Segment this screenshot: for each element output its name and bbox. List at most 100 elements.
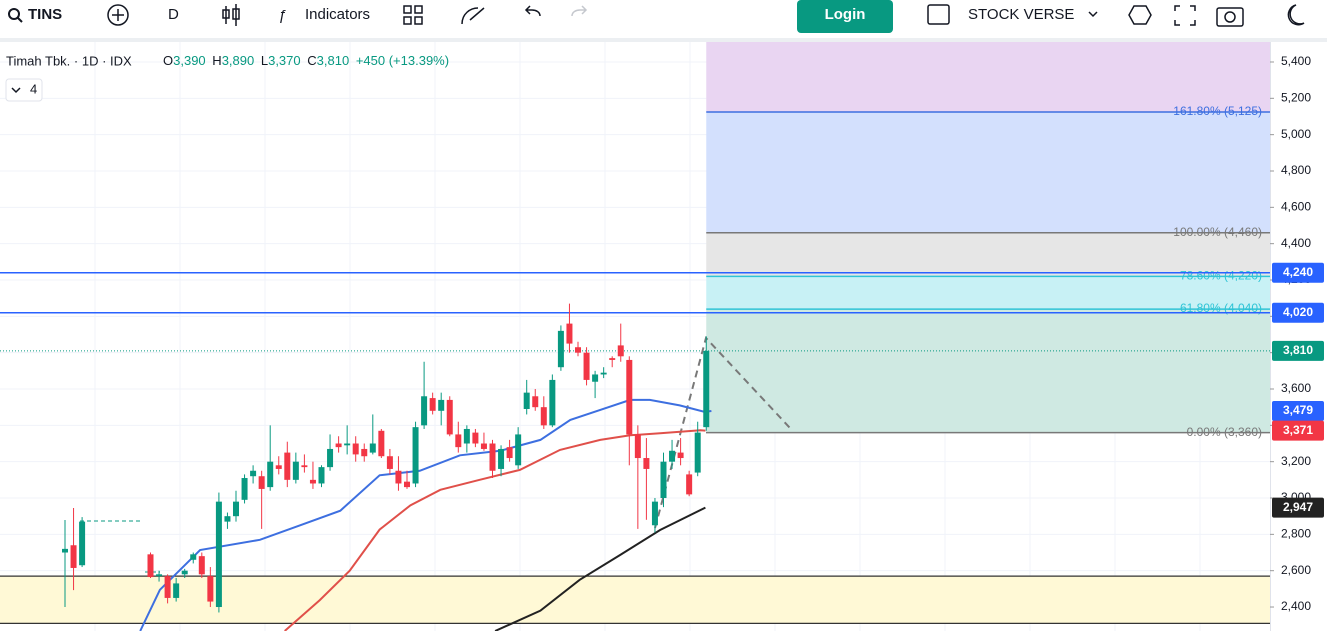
add-symbol[interactable] (107, 4, 129, 26)
moving-average (139, 398, 712, 631)
interval[interactable]: D (168, 6, 179, 23)
theme-toggle[interactable] (1287, 4, 1305, 26)
candle-body (634, 434, 641, 459)
candle-body (404, 481, 410, 488)
price-axis (1270, 42, 1327, 631)
candle-body (147, 554, 154, 578)
candle-body (523, 392, 530, 409)
candle-body (190, 554, 197, 560)
candle-body (557, 330, 564, 368)
candle-body (258, 476, 265, 489)
candle-body (335, 443, 342, 448)
fib-zone (706, 42, 1270, 112)
drawing-tool[interactable] (461, 7, 485, 25)
candle-body (609, 358, 616, 360)
toolbar: TINS D ƒ Indicators Login STOCK VERSE (0, 0, 1327, 42)
candle-body (463, 428, 470, 444)
y-tick-label: 4,600 (1281, 199, 1311, 213)
toolbar-border (0, 38, 1327, 42)
candle-body (498, 448, 505, 469)
y-tick-label: 4,400 (1281, 236, 1311, 250)
candle-body (361, 448, 368, 457)
add-icon (112, 9, 124, 21)
candle-body (677, 452, 684, 459)
candle-body (429, 398, 436, 411)
candle-body (412, 427, 419, 484)
candle-body (301, 465, 308, 468)
chevron (11, 87, 21, 94)
price-badge-label: 4,020 (1283, 305, 1313, 319)
layout-name[interactable]: STOCK VERSE (968, 6, 1074, 23)
change: +450 (+13.39%) (356, 53, 449, 68)
candle-body (446, 399, 453, 435)
fib-label: 161.80% (5,125) (1173, 104, 1262, 118)
price-badge-label: 4,240 (1283, 265, 1313, 279)
fib-zone (706, 232, 1270, 277)
candle-body (575, 347, 581, 353)
candle-body (686, 474, 693, 495)
support-zone (0, 576, 1270, 624)
symbol[interactable]: TINS (28, 6, 62, 23)
candle-body (284, 452, 291, 480)
candle-body (309, 479, 316, 484)
candle-body (592, 374, 599, 382)
candle-body (181, 570, 188, 575)
fib-zone (706, 309, 1270, 433)
candle-body (617, 345, 624, 357)
h-label: H (212, 53, 221, 68)
candle-body (70, 545, 77, 568)
candle-body (156, 574, 163, 577)
candle-body (318, 467, 325, 484)
candle-body (241, 478, 248, 500)
open: 3,390 (173, 53, 206, 68)
fib-zone (706, 111, 1270, 233)
price-badge (1272, 340, 1324, 361)
high: 3,890 (222, 53, 255, 68)
l-label: L (261, 53, 268, 68)
screenshot-lens (1224, 11, 1236, 23)
undo[interactable] (524, 5, 541, 17)
redo[interactable] (571, 5, 588, 17)
indicator-toggle[interactable] (5, 78, 43, 102)
candle-body (626, 359, 633, 435)
candle-body (643, 458, 650, 469)
price-badge-label: 3,371 (1283, 423, 1313, 437)
candle-body (369, 443, 376, 453)
y-tick-label: 3,600 (1281, 381, 1311, 395)
candle-body (233, 501, 239, 517)
fib-zone (706, 276, 1270, 310)
search-icon (17, 17, 23, 23)
login-text[interactable]: Login (825, 6, 866, 23)
moving-average (284, 429, 706, 631)
layout-icon[interactable] (927, 4, 950, 25)
templates[interactable] (403, 5, 423, 25)
settings[interactable] (1128, 5, 1152, 25)
candle-body (198, 556, 205, 575)
indicators[interactable]: Indicators (305, 6, 370, 23)
indicator-count[interactable]: 4 (30, 81, 37, 96)
fx-icon: ƒ (278, 7, 286, 24)
layout-dropdown[interactable] (1088, 11, 1098, 18)
candle-body (386, 456, 393, 469)
fullscreen[interactable] (1174, 5, 1196, 26)
screenshot[interactable] (1216, 7, 1244, 27)
price-badge-label: 3,479 (1283, 403, 1313, 417)
close: 3,810 (317, 53, 350, 68)
candle-body (421, 396, 428, 426)
price-badge (1272, 400, 1324, 421)
candle-body (173, 583, 180, 598)
search-icon[interactable] (8, 8, 20, 20)
candle-body (583, 352, 590, 380)
ohlc: O3,390 H3,890 L3,370 C3,810 +450 (+13.39… (163, 53, 449, 68)
fib-label: 78.60% (4,220) (1180, 269, 1262, 283)
candle-body (352, 443, 359, 455)
candle-body (62, 548, 68, 553)
login-button[interactable] (797, 0, 893, 33)
candle-body (164, 576, 171, 598)
candle-body (250, 470, 257, 477)
candle-body (600, 372, 607, 375)
fib-label: 100.00% (4,460) (1173, 225, 1262, 239)
price-badge (1272, 497, 1324, 518)
chart-type[interactable] (222, 4, 240, 26)
o-label: O (163, 53, 173, 68)
